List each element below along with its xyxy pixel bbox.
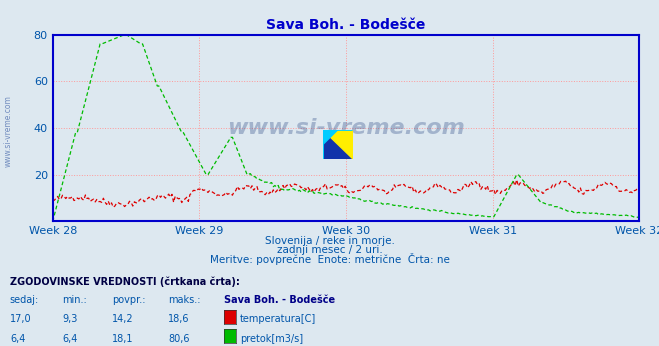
Text: 6,4: 6,4 bbox=[63, 334, 78, 344]
Text: min.:: min.: bbox=[63, 295, 88, 306]
Text: 18,1: 18,1 bbox=[112, 334, 134, 344]
Title: Sava Boh. - Bodešče: Sava Boh. - Bodešče bbox=[266, 18, 426, 32]
Polygon shape bbox=[323, 130, 353, 159]
Text: sedaj:: sedaj: bbox=[10, 295, 39, 306]
Text: ZGODOVINSKE VREDNOSTI (črtkana črta):: ZGODOVINSKE VREDNOSTI (črtkana črta): bbox=[10, 277, 240, 288]
Text: pretok[m3/s]: pretok[m3/s] bbox=[240, 334, 303, 344]
Text: 18,6: 18,6 bbox=[168, 315, 190, 325]
Text: Meritve: povprečne  Enote: metrične  Črta: ne: Meritve: povprečne Enote: metrične Črta:… bbox=[210, 253, 449, 265]
Text: Sava Boh. - Bodešče: Sava Boh. - Bodešče bbox=[224, 295, 335, 306]
Text: maks.:: maks.: bbox=[168, 295, 200, 306]
Text: zadnji mesec / 2 uri.: zadnji mesec / 2 uri. bbox=[277, 245, 382, 255]
Polygon shape bbox=[323, 130, 353, 159]
Text: 14,2: 14,2 bbox=[112, 315, 134, 325]
Text: www.si-vreme.com: www.si-vreme.com bbox=[3, 95, 13, 167]
Text: povpr.:: povpr.: bbox=[112, 295, 146, 306]
Text: 6,4: 6,4 bbox=[10, 334, 25, 344]
Text: 9,3: 9,3 bbox=[63, 315, 78, 325]
Text: www.si-vreme.com: www.si-vreme.com bbox=[227, 118, 465, 138]
Text: temperatura[C]: temperatura[C] bbox=[240, 315, 316, 325]
Text: 80,6: 80,6 bbox=[168, 334, 190, 344]
Text: 17,0: 17,0 bbox=[10, 315, 32, 325]
Text: Slovenija / reke in morje.: Slovenija / reke in morje. bbox=[264, 236, 395, 246]
